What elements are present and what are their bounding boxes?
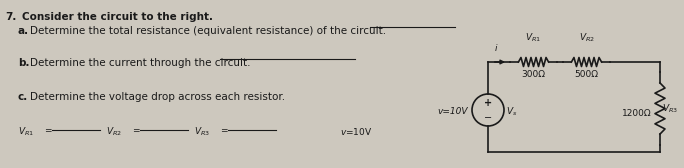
Text: −: − (484, 113, 492, 123)
Text: +: + (484, 98, 492, 108)
Text: =: = (132, 126, 140, 135)
Text: 1200Ω: 1200Ω (622, 109, 652, 118)
Text: $v$=10V: $v$=10V (340, 126, 372, 137)
Text: Determine the total resistance (equivalent resistance) of the circuit.: Determine the total resistance (equivale… (30, 26, 386, 36)
Text: Determine the voltage drop across each resistor.: Determine the voltage drop across each r… (30, 92, 285, 102)
Text: v=10V: v=10V (438, 108, 468, 116)
Text: =: = (44, 126, 51, 135)
Text: Consider the circuit to the right.: Consider the circuit to the right. (22, 12, 213, 22)
Text: 300Ω: 300Ω (521, 70, 546, 79)
Text: Determine the current through the circuit.: Determine the current through the circui… (30, 58, 250, 68)
Text: $V_{R1}$: $V_{R1}$ (525, 32, 542, 44)
Text: i: i (495, 44, 497, 53)
Text: =: = (220, 126, 228, 135)
Text: $V_{R3}$: $V_{R3}$ (662, 102, 678, 115)
Text: a.: a. (18, 26, 29, 36)
Text: $V_{R2}$: $V_{R2}$ (579, 32, 594, 44)
Text: $V_s$: $V_s$ (506, 106, 517, 118)
Text: 7.: 7. (5, 12, 16, 22)
Text: c.: c. (18, 92, 28, 102)
Text: $V_{R1}$: $V_{R1}$ (18, 126, 34, 138)
Text: 500Ω: 500Ω (575, 70, 598, 79)
Text: $V_{R2}$: $V_{R2}$ (106, 126, 122, 138)
Text: $V_{R3}$: $V_{R3}$ (194, 126, 210, 138)
Text: b.: b. (18, 58, 29, 68)
